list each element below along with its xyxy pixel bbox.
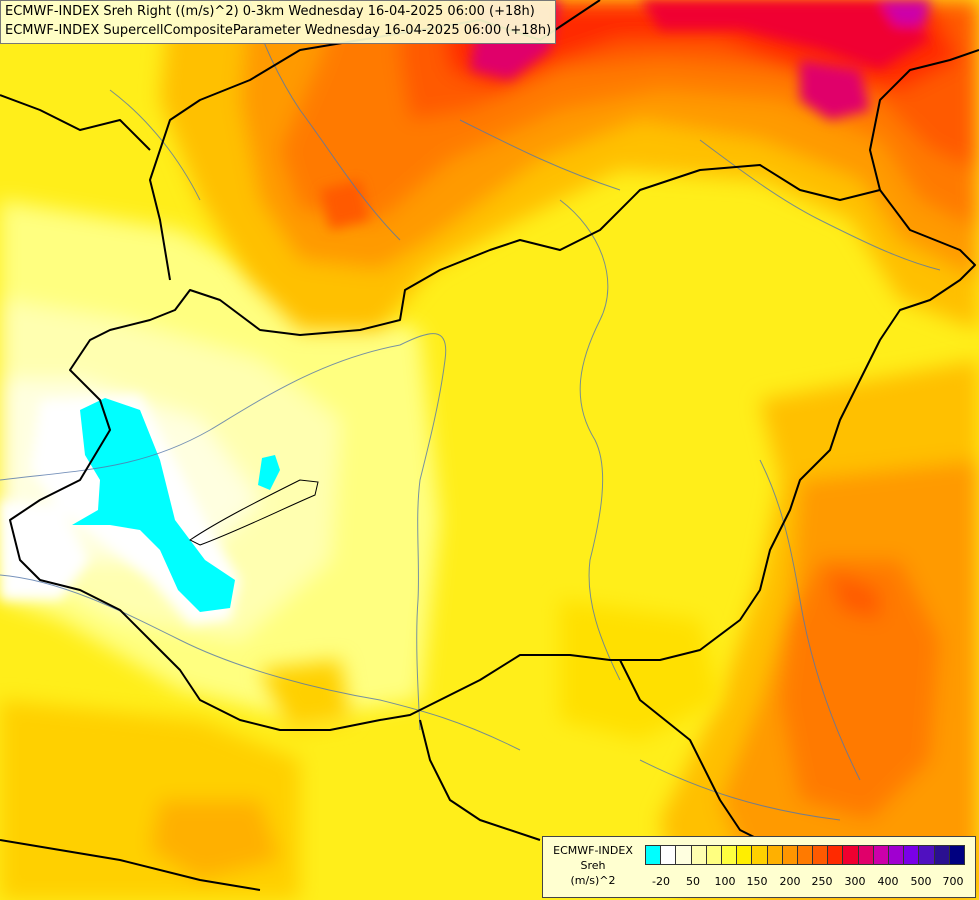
legend-color-bar: [645, 845, 965, 865]
legend-swatch: [676, 845, 692, 865]
field-negative-zone: [72, 398, 235, 612]
legend-tick-label: 300: [844, 875, 866, 888]
legend-swatch: [858, 845, 874, 865]
legend-tick-label: 500: [910, 875, 932, 888]
legend-swatch: [782, 845, 798, 865]
legend-swatch: [949, 845, 965, 865]
legend-tick-label: 400: [877, 875, 899, 888]
legend-tick-label: 150: [746, 875, 768, 888]
legend-swatch: [813, 845, 829, 865]
map-title-line-1: ECMWF-INDEX Sreh Right ((m/s)^2) 0-3km W…: [5, 4, 535, 19]
field-negative-spot: [258, 455, 280, 490]
legend-tick-label: 200: [779, 875, 801, 888]
legend-swatch: [737, 845, 753, 865]
legend-swatch: [706, 845, 722, 865]
northeast-border: [869, 49, 979, 191]
legend-tick-label: -20: [652, 875, 670, 888]
legend-swatch: [721, 845, 738, 865]
legend-swatch: [919, 845, 935, 865]
legend-swatch: [661, 845, 677, 865]
field-high-values-southeast: [660, 360, 979, 900]
map-title-line-2: ECMWF-INDEX SupercellCompositeParameter …: [5, 22, 552, 38]
legend-title-line-1: ECMWF-INDEX: [553, 844, 633, 857]
legend-swatch: [889, 845, 905, 865]
legend-tick-label: 250: [811, 875, 833, 888]
legend-tick-labels: -20 50 100 150 200 250 300 400 500 700: [645, 875, 975, 891]
legend-swatch: [843, 845, 859, 865]
legend-swatch: [645, 845, 662, 865]
color-legend: ECMWF-INDEX Sreh (m/s)^2 -20 50 100 150 200 2…: [542, 836, 976, 898]
legend-title-line-2: Sreh: [580, 859, 606, 872]
austria-border: [0, 94, 151, 151]
legend-swatch: [752, 845, 768, 865]
legend-swatch: [904, 845, 920, 865]
hungary-border: [9, 164, 976, 731]
lake-balaton: [189, 479, 319, 546]
legend-swatch: [691, 845, 707, 865]
legend-swatch: [797, 845, 814, 865]
legend-swatch: [934, 845, 950, 865]
legend-swatch: [767, 845, 783, 865]
legend-swatch: [828, 845, 844, 865]
croatia-serbia-border: [419, 719, 541, 841]
legend-tick-label: 700: [942, 875, 964, 888]
map-title-box: ECMWF-INDEX Sreh Right ((m/s)^2) 0-3km W…: [0, 0, 556, 44]
southeast-border: [619, 659, 761, 841]
southwest-border: [0, 839, 261, 891]
legend-tick-label: 100: [714, 875, 736, 888]
legend-title: ECMWF-INDEX Sreh (m/s)^2: [543, 843, 643, 888]
legend-swatch: [873, 845, 889, 865]
legend-tick-label: 50: [686, 875, 700, 888]
legend-title-line-3: (m/s)^2: [570, 874, 616, 887]
